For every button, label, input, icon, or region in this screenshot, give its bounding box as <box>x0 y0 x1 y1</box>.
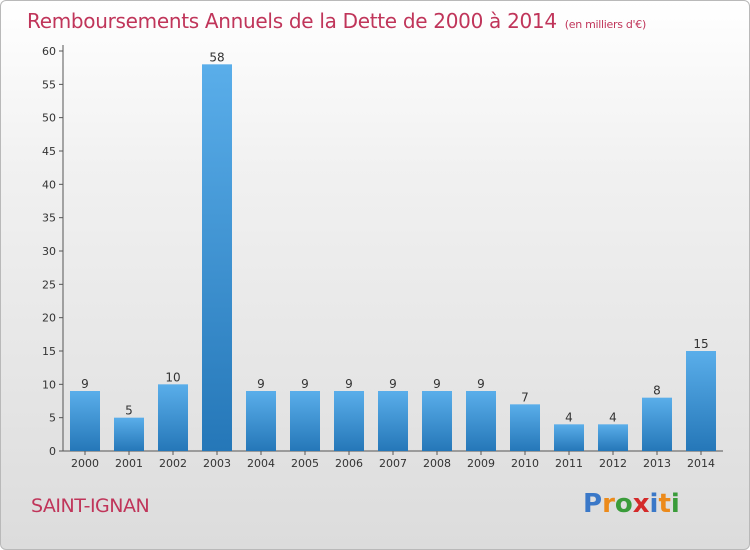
bar-value-label: 9 <box>345 377 353 391</box>
x-tick-label: 2009 <box>467 457 495 470</box>
bar-value-label: 9 <box>477 377 485 391</box>
bar-value-label: 58 <box>209 50 224 64</box>
bar <box>378 391 408 451</box>
bar-value-label: 4 <box>565 410 573 424</box>
x-tick-label: 2010 <box>511 457 539 470</box>
bar-value-label: 9 <box>257 377 265 391</box>
x-tick-label: 2002 <box>159 457 187 470</box>
bar <box>510 404 540 451</box>
bar <box>246 391 276 451</box>
bar <box>686 351 716 451</box>
bar-value-label: 10 <box>165 370 180 384</box>
logo-letter: P <box>583 489 603 519</box>
bar <box>598 424 628 451</box>
chart-subtitle: (en milliers d'€) <box>564 18 646 31</box>
value-labels: 9 5 10 58 9 9 9 9 9 9 7 4 4 8 15 <box>81 50 708 424</box>
commune-name: SAINT-IGNAN <box>31 495 150 517</box>
bar <box>334 391 364 451</box>
bar <box>114 417 144 451</box>
y-tick-label: 0 <box>49 445 56 458</box>
y-tick-label: 15 <box>42 345 56 358</box>
y-tick-label: 60 <box>42 45 56 58</box>
bar-value-label: 9 <box>433 377 441 391</box>
x-tick-label: 2004 <box>247 457 275 470</box>
x-tick-label: 2005 <box>291 457 319 470</box>
bars <box>70 64 716 452</box>
x-tick-label: 2003 <box>203 457 231 470</box>
chart-title-text: Remboursements Annuels de la Dette de 20… <box>27 9 557 33</box>
y-tick-label: 50 <box>42 112 56 125</box>
y-tick-label: 30 <box>42 245 56 258</box>
y-tick-label: 55 <box>42 78 56 91</box>
logo-letter: o <box>614 489 633 519</box>
x-tick-label: 2011 <box>555 457 583 470</box>
logo-letter: x <box>632 489 650 519</box>
bar <box>70 391 100 451</box>
x-tick-label: 2013 <box>643 457 671 470</box>
bar <box>642 397 672 451</box>
x-tick-label: 2012 <box>599 457 627 470</box>
x-tick-label: 2000 <box>71 457 99 470</box>
bar-value-label: 8 <box>653 384 661 398</box>
chart-title: Remboursements Annuels de la Dette de 20… <box>27 9 646 33</box>
y-tick-label: 25 <box>42 278 56 291</box>
bar <box>422 391 452 451</box>
bar-value-label: 9 <box>301 377 309 391</box>
x-tick-label: 2008 <box>423 457 451 470</box>
x-tick-label: 2006 <box>335 457 363 470</box>
bar-value-label: 7 <box>521 390 529 404</box>
y-tick-label: 40 <box>42 178 56 191</box>
y-tick-label: 45 <box>42 145 56 158</box>
y-tick-label: 10 <box>42 378 56 391</box>
logo-letter: i <box>649 489 659 519</box>
y-tick-label: 20 <box>42 312 56 325</box>
bar-value-label: 5 <box>125 404 133 418</box>
bar-value-label: 9 <box>389 377 397 391</box>
y-tick-label: 35 <box>42 212 56 225</box>
logo-letter: r <box>602 489 615 519</box>
x-tick-label: 2014 <box>687 457 715 470</box>
proxiti-logo: Proxiti <box>583 489 680 519</box>
bar-value-label: 15 <box>693 337 708 351</box>
x-tick-label: 2007 <box>379 457 407 470</box>
logo-letter: i <box>670 489 680 519</box>
bar-value-label: 4 <box>609 410 617 424</box>
bar <box>158 384 188 451</box>
bar <box>466 391 496 451</box>
x-tick-label: 2001 <box>115 457 143 470</box>
logo-letter: t <box>658 489 671 519</box>
bar <box>290 391 320 451</box>
bar <box>202 64 232 452</box>
y-tick-label: 5 <box>49 412 56 425</box>
bar <box>554 424 584 451</box>
bar-value-label: 9 <box>81 377 89 391</box>
